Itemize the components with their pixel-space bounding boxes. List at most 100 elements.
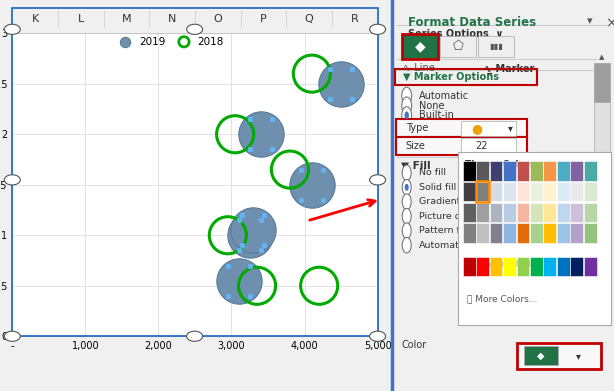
2019 [245, 232, 255, 239]
FancyBboxPatch shape [440, 36, 476, 57]
Bar [570, 223, 583, 243]
Bar [503, 182, 516, 201]
Circle shape [402, 194, 411, 210]
Text: Q: Q [305, 14, 314, 23]
Bar [503, 257, 516, 276]
Bar [516, 223, 529, 243]
Bar [557, 203, 570, 222]
Bar [516, 257, 529, 276]
Text: ◆: ◆ [537, 351, 545, 361]
Bar [463, 182, 475, 201]
Bar [530, 223, 543, 243]
Text: Automatic: Automatic [419, 91, 469, 101]
Bar [516, 161, 529, 181]
Bar [489, 203, 502, 222]
Circle shape [402, 223, 411, 239]
Text: ▲: ▲ [599, 54, 604, 60]
Bar [516, 203, 529, 222]
Bar [476, 203, 489, 222]
Bar [557, 223, 570, 243]
Bar [570, 203, 583, 222]
Bar [584, 203, 597, 222]
Bar [543, 161, 556, 181]
2018 [223, 232, 233, 239]
Bar [503, 223, 516, 243]
Text: ▾: ▾ [576, 351, 581, 361]
2018 [230, 131, 240, 137]
Text: K: K [31, 14, 39, 23]
Text: ▮▮▮: ▮▮▮ [489, 42, 503, 51]
Circle shape [402, 87, 411, 104]
Bar [463, 257, 475, 276]
Text: Picture or tex...: Picture or tex... [419, 212, 492, 221]
Text: Format Data Series: Format Data Series [408, 16, 536, 29]
Bar [543, 223, 556, 243]
Bar [543, 257, 556, 276]
Circle shape [402, 208, 411, 224]
Circle shape [402, 107, 411, 124]
Text: No fill: No fill [419, 168, 446, 178]
Text: 22: 22 [475, 141, 488, 151]
Bar [476, 181, 489, 202]
Bar [489, 223, 502, 243]
Bar [476, 182, 489, 201]
Bar [557, 257, 570, 276]
FancyBboxPatch shape [524, 346, 558, 365]
Bar [516, 182, 529, 201]
FancyBboxPatch shape [461, 121, 516, 136]
Text: ●: ● [472, 122, 483, 135]
Text: Automatic: Automatic [419, 240, 468, 250]
Legend: 2019, 2018: 2019, 2018 [111, 32, 228, 51]
Text: Theme Colors: Theme Colors [465, 160, 534, 169]
FancyBboxPatch shape [396, 137, 527, 155]
Text: ∿̲ Marker: ∿̲ Marker [484, 63, 534, 74]
Text: ⓘ More Colors...: ⓘ More Colors... [467, 294, 538, 303]
Text: N: N [168, 14, 176, 23]
Circle shape [402, 97, 411, 114]
FancyBboxPatch shape [458, 152, 611, 325]
Bar [543, 203, 556, 222]
2019 [307, 181, 317, 188]
Text: Series Options  ∨: Series Options ∨ [408, 29, 503, 39]
Bar [463, 203, 475, 222]
Bar [584, 182, 597, 201]
Circle shape [405, 184, 409, 191]
Text: Color: Color [401, 340, 426, 350]
Text: ×: × [605, 16, 614, 30]
Bar [530, 161, 543, 181]
Bar [584, 161, 597, 181]
2019 [256, 131, 266, 137]
Bar [543, 182, 556, 201]
Bar [476, 223, 489, 243]
Text: ∿ Line: ∿ Line [403, 63, 435, 74]
Bar [530, 203, 543, 222]
Bar [476, 161, 489, 181]
Bar [530, 182, 543, 201]
Text: O: O [214, 14, 222, 23]
2018 [252, 283, 262, 289]
Circle shape [405, 111, 409, 119]
FancyBboxPatch shape [402, 34, 438, 59]
Text: ▼ Fill: ▼ Fill [401, 160, 430, 170]
FancyBboxPatch shape [478, 36, 515, 57]
2018 [307, 70, 317, 77]
Circle shape [402, 165, 411, 181]
Bar [584, 223, 597, 243]
Text: P: P [260, 14, 267, 23]
Text: Pattern fill: Pattern fill [419, 226, 468, 235]
Text: ▾: ▾ [508, 123, 513, 133]
Bar [570, 182, 583, 201]
Text: ◆: ◆ [415, 39, 426, 54]
Text: Standard Colors: Standard Colors [465, 260, 547, 269]
Circle shape [402, 179, 411, 195]
Text: Built-in: Built-in [419, 110, 454, 120]
Text: ▾: ▾ [587, 16, 593, 27]
Text: ▼ Marker Options: ▼ Marker Options [403, 72, 499, 82]
FancyBboxPatch shape [594, 63, 610, 102]
Bar [489, 257, 502, 276]
Bar [476, 257, 489, 276]
Bar [463, 161, 475, 181]
Bar [557, 161, 570, 181]
Text: Solid fill: Solid fill [419, 183, 456, 192]
Text: Size: Size [406, 141, 426, 151]
